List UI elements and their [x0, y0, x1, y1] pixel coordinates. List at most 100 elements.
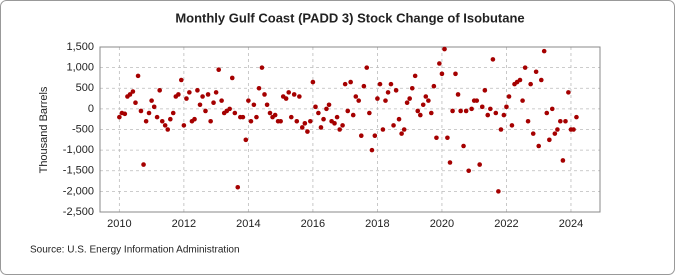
- x-tick-label: 2022: [494, 218, 518, 230]
- data-point: [434, 135, 439, 141]
- data-point: [122, 111, 128, 117]
- data-point: [555, 127, 560, 132]
- data-point: [396, 116, 402, 122]
- data-point: [350, 112, 356, 118]
- data-point: [313, 104, 318, 110]
- data-point: [151, 104, 157, 110]
- data-point: [458, 108, 463, 114]
- data-point: [176, 92, 181, 97]
- data-point: [342, 81, 348, 87]
- y-tick-label: 500: [76, 82, 94, 94]
- data-point: [520, 98, 525, 103]
- data-point: [168, 116, 173, 122]
- data-point: [447, 160, 453, 165]
- y-tick-label: -2,500: [63, 206, 94, 218]
- data-point: [192, 116, 197, 122]
- data-point: [195, 88, 200, 93]
- data-point: [232, 110, 238, 116]
- data-point: [385, 90, 391, 95]
- data-point: [267, 110, 273, 116]
- data-point: [310, 79, 316, 85]
- data-point: [450, 108, 455, 114]
- data-point: [205, 92, 211, 97]
- data-point: [254, 114, 259, 120]
- data-point: [321, 116, 326, 122]
- data-point: [391, 123, 396, 128]
- data-point: [334, 114, 340, 120]
- data-point: [504, 104, 509, 110]
- data-point: [428, 110, 434, 116]
- data-point: [509, 123, 515, 128]
- data-point: [420, 102, 426, 108]
- data-point: [324, 106, 329, 112]
- data-point: [278, 118, 283, 124]
- data-point: [216, 67, 222, 72]
- data-point: [453, 71, 458, 77]
- data-point: [235, 184, 241, 190]
- data-point: [383, 98, 388, 103]
- data-point: [547, 137, 552, 143]
- data-point: [130, 89, 136, 94]
- x-tick-label: 2012: [172, 218, 196, 230]
- data-point: [251, 102, 257, 108]
- data-point: [477, 162, 482, 167]
- data-point: [415, 108, 421, 114]
- data-point: [485, 112, 491, 118]
- data-point: [380, 127, 386, 132]
- data-point: [455, 92, 461, 97]
- data-point: [302, 121, 308, 126]
- data-point: [127, 92, 133, 97]
- data-point: [399, 131, 404, 136]
- y-tick-label: -1,500: [63, 165, 94, 177]
- data-point: [466, 168, 472, 174]
- data-point: [348, 79, 353, 85]
- data-point: [423, 94, 429, 99]
- data-point: [332, 121, 337, 126]
- y-tick-label: -1,000: [63, 144, 94, 156]
- data-point: [297, 94, 302, 99]
- data-point: [356, 98, 362, 103]
- data-point: [286, 90, 292, 95]
- data-point: [283, 96, 289, 101]
- data-point: [493, 110, 499, 116]
- data-point: [426, 98, 431, 103]
- data-point: [259, 65, 265, 70]
- data-point: [496, 189, 501, 194]
- data-point: [364, 65, 370, 70]
- data-point: [409, 85, 415, 91]
- data-point: [560, 158, 566, 163]
- y-tick-label: -500: [72, 123, 94, 135]
- data-point: [326, 102, 332, 108]
- data-point: [404, 100, 410, 105]
- data-point: [445, 135, 450, 141]
- data-point: [377, 81, 383, 87]
- data-point: [208, 118, 213, 124]
- data-point: [318, 125, 324, 130]
- y-tick-label: 0: [88, 103, 94, 115]
- data-point: [288, 114, 294, 120]
- data-point: [439, 71, 445, 77]
- data-point: [243, 137, 249, 143]
- data-point: [181, 123, 187, 128]
- data-point: [345, 108, 351, 114]
- data-point: [367, 110, 372, 116]
- data-point: [200, 94, 205, 99]
- x-tick-label: 2016: [301, 218, 325, 230]
- data-point: [525, 118, 531, 124]
- data-point: [490, 57, 496, 62]
- data-point: [337, 127, 342, 132]
- data-point: [375, 96, 380, 101]
- data-point: [184, 96, 189, 101]
- data-point: [506, 94, 512, 99]
- y-tick-label: 1,000: [66, 62, 94, 74]
- data-point: [431, 83, 437, 89]
- data-point: [530, 131, 536, 136]
- data-point: [574, 114, 579, 120]
- x-tick-label: 2010: [107, 218, 131, 230]
- data-point: [369, 147, 375, 153]
- x-tick-label: 2018: [365, 218, 389, 230]
- data-point: [563, 118, 568, 124]
- data-point: [388, 81, 394, 87]
- data-point: [154, 114, 160, 120]
- y-tick-label: 1,500: [66, 41, 94, 53]
